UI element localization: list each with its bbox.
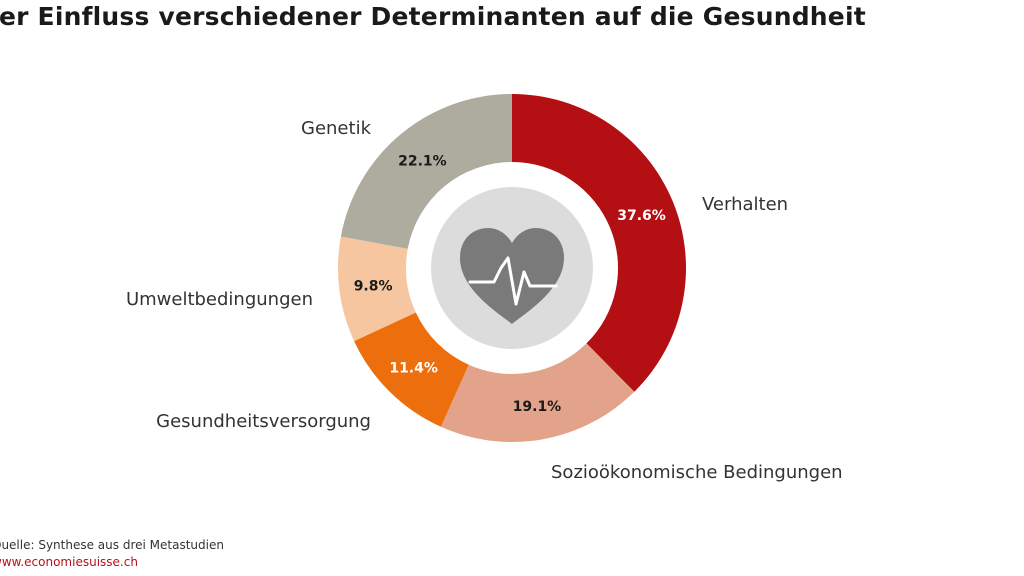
chart-title: Der Einfluss verschiedener Determinanten… — [0, 2, 866, 31]
donut-slice-2 — [354, 312, 469, 427]
category-label-gesundheitsversorgung: Gesundheitsversorgung — [156, 411, 371, 432]
slices-group — [338, 94, 687, 443]
category-label-verhalten: Verhalten — [702, 194, 788, 215]
category-label-umweltbedingungen: Umweltbedingungen — [126, 289, 313, 310]
slice-value-label-2: 11.4% — [389, 361, 438, 377]
slice-value-label-3: 9.8% — [354, 279, 393, 295]
category-label-genetik: Genetik — [301, 118, 372, 139]
source-url: www.economiesuisse.ch — [0, 555, 138, 569]
category-label-soziooekonomische: Sozioökonomische Bedingungen — [551, 462, 843, 483]
donut-slice-4 — [340, 94, 512, 249]
slice-value-label-0: 37.6% — [617, 208, 666, 224]
donut-slice-3 — [338, 236, 416, 342]
slice-value-label-1: 19.1% — [513, 399, 562, 415]
slice-value-label-4: 22.1% — [398, 153, 447, 169]
donut-slice-1 — [440, 343, 635, 443]
donut-slice-0 — [512, 94, 687, 392]
heart-pulse-icon — [460, 228, 564, 324]
source-note: Quelle: Synthese aus drei Metastudien — [0, 538, 224, 552]
